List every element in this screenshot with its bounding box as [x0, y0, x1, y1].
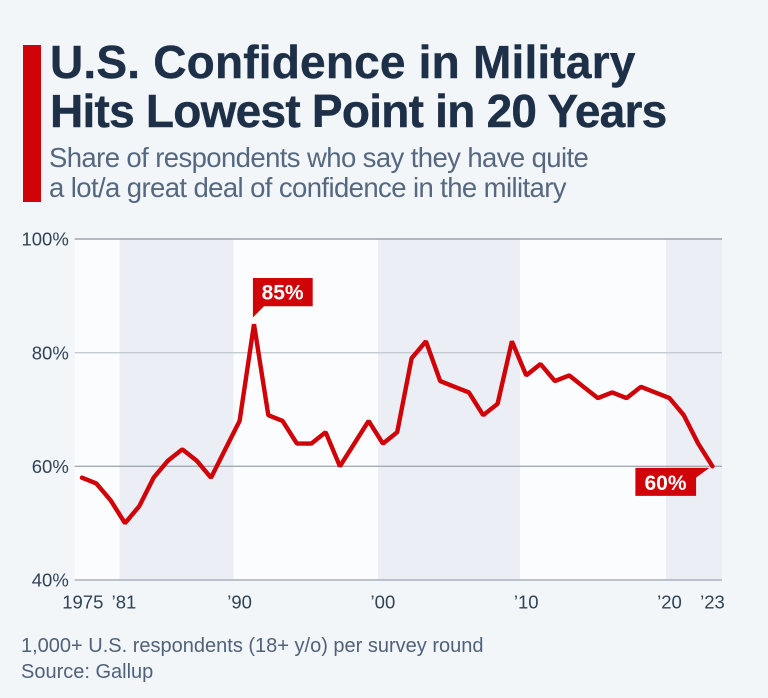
svg-text:85%: 85% [262, 282, 304, 305]
svg-text:’81: ’81 [112, 591, 137, 612]
svg-text:’90: ’90 [227, 591, 252, 612]
svg-text:’23: ’23 [700, 591, 725, 612]
svg-text:’20: ’20 [657, 591, 682, 612]
svg-text:40%: 40% [32, 570, 69, 591]
svg-text:’00: ’00 [371, 591, 396, 612]
svg-text:100%: 100% [21, 229, 68, 250]
svg-text:60%: 60% [644, 472, 686, 495]
svg-text:’10: ’10 [514, 591, 539, 612]
svg-text:1975: 1975 [62, 591, 103, 612]
svg-text:60%: 60% [32, 456, 69, 477]
svg-text:80%: 80% [32, 342, 69, 363]
